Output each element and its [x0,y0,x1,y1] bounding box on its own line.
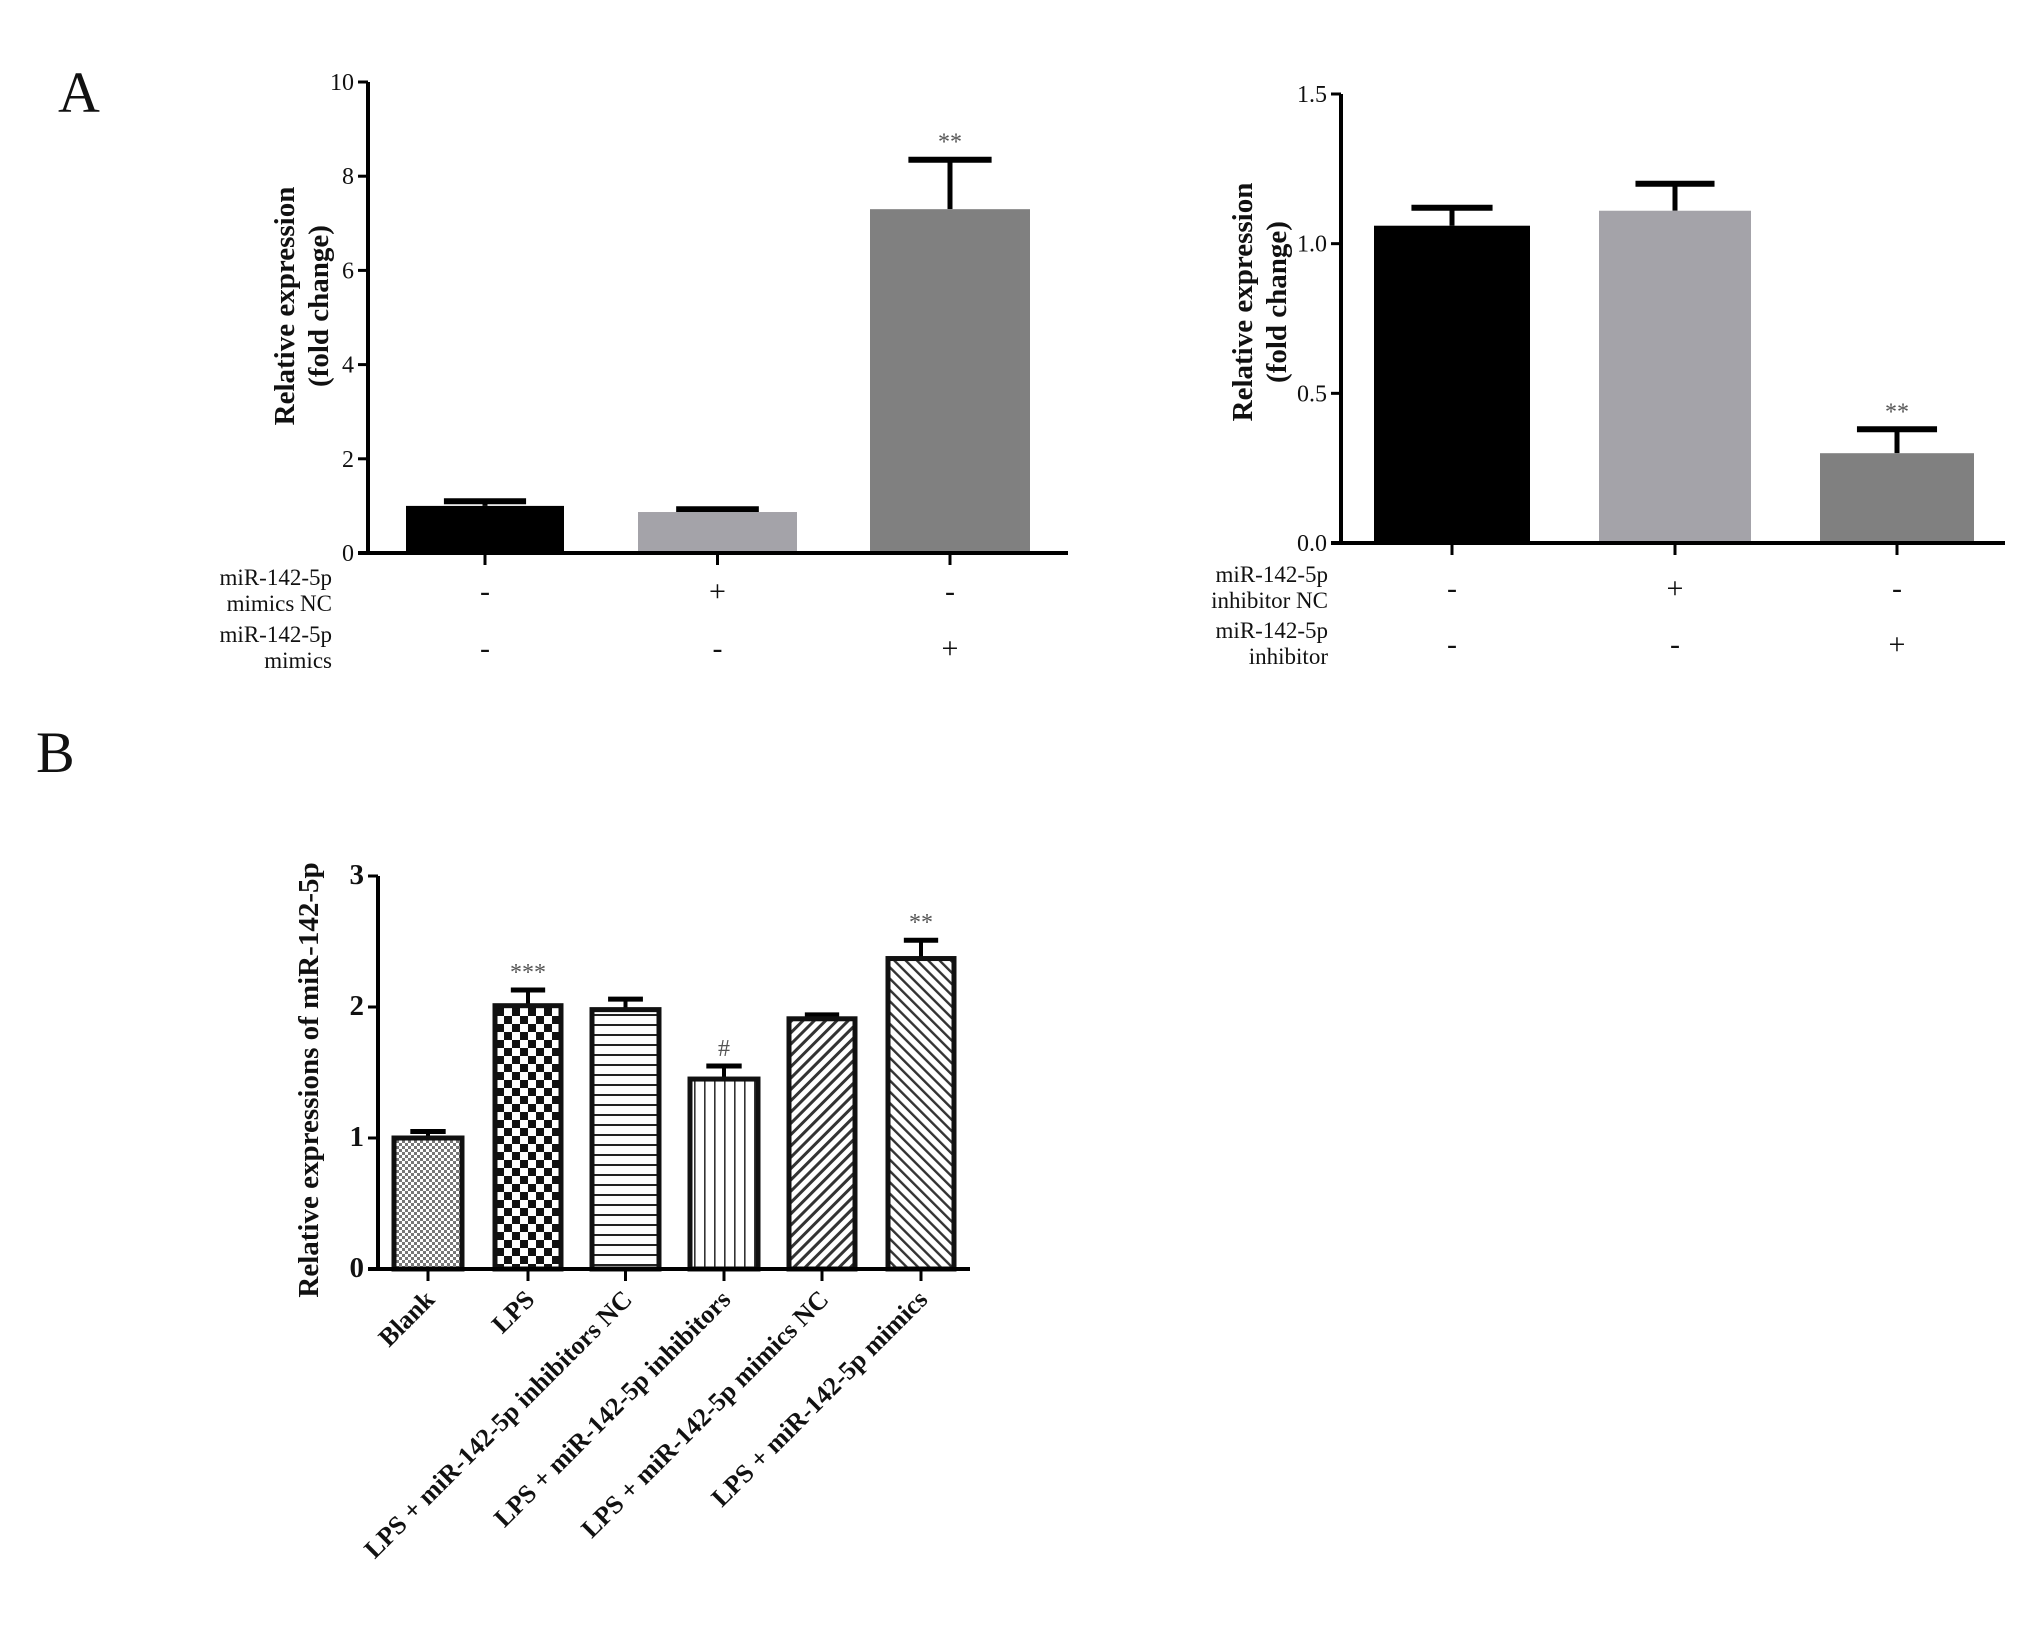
condition-label-line: inhibitor [1249,644,1329,669]
condition-label-line: mimics NC [227,591,332,616]
bar [589,1007,662,1272]
panel-label-a: A [58,60,100,125]
bar [687,1076,761,1272]
condition-label-line: miR-142-5p [220,622,332,647]
bar [885,956,957,1272]
y-tick-label: 0 [342,541,354,567]
significance-marker: ** [1885,399,1909,425]
y-axis-title-line: (fold change) [303,225,335,387]
bar [1820,453,1974,543]
y-tick-label: 1 [350,1121,365,1153]
y-axis-title-line: Relative expressions of miR-142-5p [293,862,325,1297]
y-tick-label: 2 [350,990,365,1022]
y-axis-title: Relative expressions of miR-142-5p [293,862,325,1297]
condition-sign: - [480,632,490,665]
significance-marker: ** [938,130,962,156]
bar [391,1135,465,1272]
y-axis-title: Relative expression(fold change) [269,187,335,426]
bar [406,505,564,553]
y-tick-label: 1.5 [1297,82,1327,108]
y-axis-title-line: Relative expression [1227,183,1259,422]
condition-sign: + [1667,572,1684,605]
y-axis-title: Relative expression(fold change) [1227,183,1293,422]
condition-sign: - [1447,572,1457,605]
condition-sign: - [1447,628,1457,661]
condition-sign: - [480,575,490,608]
bar [786,1016,858,1272]
condition-label-line: miR-142-5p [220,565,332,590]
y-tick-label: 0 [350,1252,365,1284]
condition-label-line: inhibitor NC [1211,588,1328,613]
y-tick-label: 4 [342,353,354,379]
condition-sign: - [1892,572,1902,605]
y-tick-label: 2 [342,447,354,473]
y-tick-label: 0.0 [1297,531,1327,557]
y-tick-label: 3 [350,859,365,891]
condition-label: miR-142-5p inhibitor [1216,618,1329,669]
significance-marker: # [718,1036,730,1062]
panel-label-b: B [36,720,75,785]
category-label: LPS [486,1285,540,1339]
y-tick-label: 1.0 [1297,232,1327,258]
y-tick-label: 6 [342,258,354,284]
bar [870,209,1030,554]
bar [492,1003,564,1272]
y-axis-title-line: (fold change) [1261,221,1293,383]
bar [638,512,797,553]
y-tick-label: 8 [342,164,354,190]
bar [1599,210,1751,544]
bar [1374,225,1530,543]
condition-sign: - [1670,628,1680,661]
condition-label-line: miR-142-5p [1216,562,1328,587]
condition-sign: - [713,632,723,665]
y-axis-title-line: Relative expression [269,187,301,426]
condition-label-line: miR-142-5p [1216,618,1328,643]
chart-1: ** 0 2 4 6 8 10 Relative expression(fold change… [220,70,1068,673]
condition-label: miR-142-5p mimics [220,622,332,673]
condition-sign: + [1889,628,1906,661]
condition-sign: - [945,575,955,608]
significance-marker: *** [510,960,546,986]
chart-2: ** 0.0 0.5 1.0 1.5 Relative expression(fold c… [1211,82,2005,669]
condition-sign: + [709,575,726,608]
significance-marker: ** [909,910,933,936]
condition-label: miR-142-5p mimics NC [220,565,332,616]
condition-label-line: mimics [264,648,332,673]
chart-3: *** # ** 0 1 2 3 Relative expressions of miR-14… [293,859,970,1564]
condition-sign: + [942,632,959,665]
y-tick-label: 10 [330,70,354,96]
category-label: Blank [373,1284,441,1352]
y-tick-label: 0.5 [1297,381,1327,407]
condition-label: miR-142-5p inhibitor NC [1211,562,1328,613]
